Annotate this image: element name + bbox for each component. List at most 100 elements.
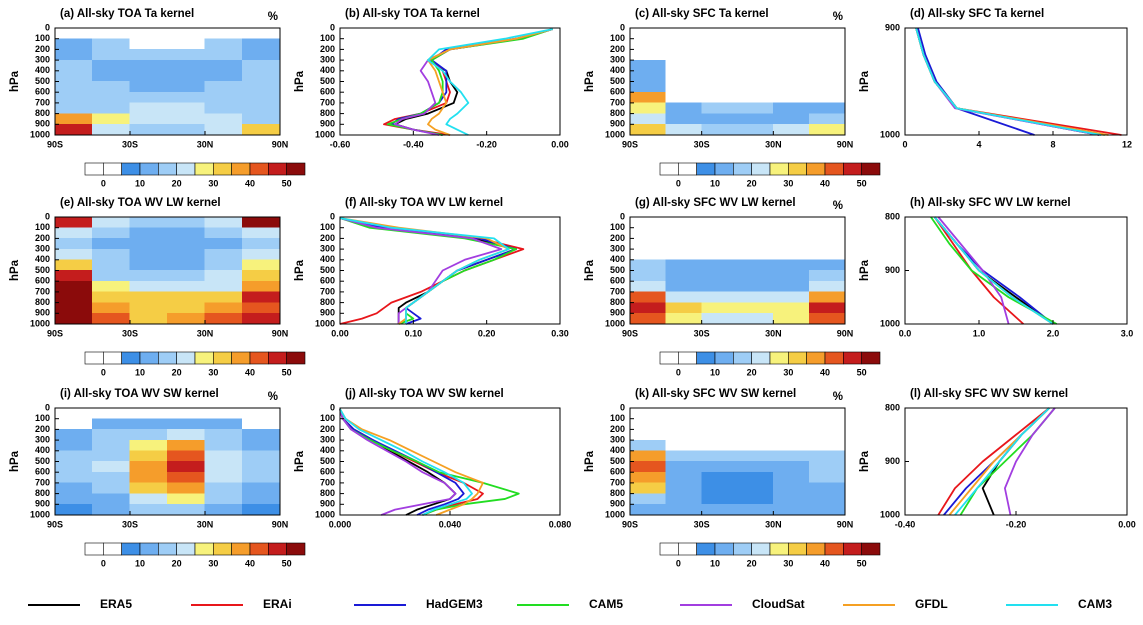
colorbar-box [103,542,122,556]
contour-cell [737,81,774,93]
y-axis-label: hPa [584,259,596,281]
y-tick-label: 300 [35,243,50,253]
y-axis-label: hPa [859,259,871,281]
y-tick-label: 900 [885,22,900,32]
contour-cell [808,102,846,114]
y-tick-label: 800 [35,488,50,498]
contour-cell [701,259,738,271]
contour-cell [129,302,168,314]
colorbar-box [843,162,862,176]
panel-title: (k) All-sky SFC WV SW kernel [635,388,796,400]
contour-cell [204,439,243,452]
contour-cell [737,27,774,39]
x-tick-label: 8 [1050,139,1055,149]
contour-cell [167,91,206,104]
plot-frame [904,27,1128,136]
contour-cell [242,124,281,136]
contour-cell [773,418,810,430]
colorbar-box [659,351,679,365]
contour-cell [773,312,810,325]
y-tick-label: 1000 [315,318,335,328]
profile-line [339,408,457,516]
colorbar-box [806,351,826,365]
contour-cell [629,429,667,441]
contour-cell [204,471,243,484]
contour-cell [665,429,702,441]
contour-cell [167,248,206,261]
contour-cell [167,429,206,441]
y-tick-label: 900 [35,499,50,509]
contour-cell [701,439,738,452]
contour-cell [167,238,206,250]
contour-cell [204,113,243,125]
panel-title: (l) All-sky SFC WV SW kernel [910,388,1068,400]
contour-cell [701,102,738,114]
contour-cell [629,471,667,484]
contour-cell [92,59,131,72]
y-tick-label: 900 [885,456,900,466]
contour-cell [665,113,702,125]
contour-cell [129,259,168,271]
colorbar-tick-label: 40 [245,178,255,188]
contour-cell [773,450,810,462]
contour-cell [665,302,702,314]
contour-cell [242,439,281,452]
contour-cell [242,302,281,314]
contour-cell [773,70,810,82]
contour-cell [629,503,667,516]
contour-cell [54,461,93,473]
contour-cell [242,493,281,505]
contour-cell [167,450,206,462]
contour-cell [773,59,810,72]
contour-cell [242,407,281,419]
contour-cell [629,124,667,136]
legend-label: ERA5 [100,597,132,611]
unit-label: % [268,11,278,23]
contour-cell [629,27,667,39]
colorbar-tick-label: 20 [747,558,757,568]
contour-cell [701,493,738,505]
contour-cell [629,216,667,228]
contour-cell [204,312,243,325]
contour-cell [92,70,131,82]
contour-cell [773,49,810,61]
y-tick-label: 1000 [30,318,50,328]
x-tick-label: 0.040 [439,519,462,529]
unit-label: % [833,11,843,23]
contour-cell [629,91,667,104]
y-tick-label: 0 [330,211,335,221]
contour-cell [129,216,168,228]
y-tick-label: 500 [320,76,335,86]
contour-cell [92,216,131,228]
profile-line [915,27,1100,136]
colorbar-box [286,351,306,365]
contour-cell [665,439,702,452]
colorbar-box [121,162,141,176]
y-tick-label: 100 [35,222,50,232]
colorbar-tick-label: 30 [208,367,218,377]
colorbar-box [286,162,306,176]
contour-cell [808,418,846,430]
colorbar-box [176,162,196,176]
contour-cell [629,302,667,314]
y-tick-label: 200 [35,233,50,243]
contour-cell [54,227,93,239]
contour-cell [54,38,93,50]
colorbar-box [714,351,734,365]
contour-cell [773,407,810,419]
contour-cell [665,471,702,484]
contour-cell [773,259,810,271]
contour-cell [92,429,131,441]
colorbar-tick-label: 10 [135,367,145,377]
contour-cell [737,102,774,114]
contour-cell [92,461,131,473]
colorbar-box [788,542,807,556]
contour-cell [629,280,667,293]
unit-label: % [833,200,843,212]
colorbar-tick-label: 10 [710,558,720,568]
contour-cell [773,291,810,303]
contour-cell [737,407,774,419]
contour-cell [773,113,810,125]
y-tick-label: 800 [320,488,335,498]
contour-cell [701,81,738,93]
